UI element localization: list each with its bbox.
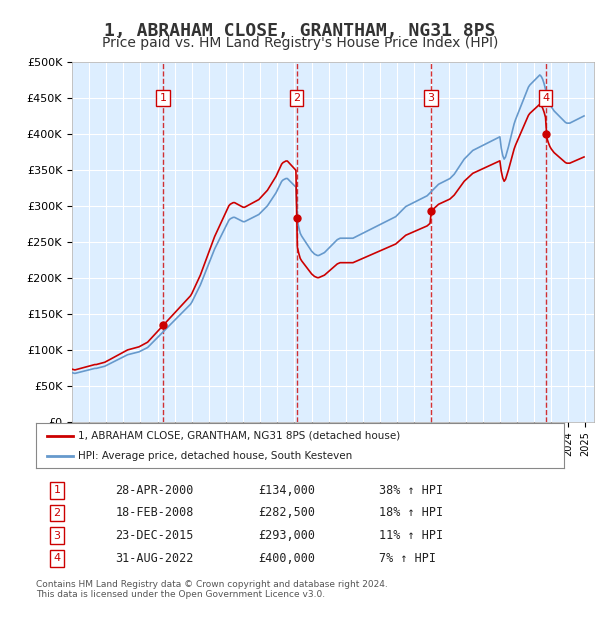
Text: 18-FEB-2008: 18-FEB-2008 [115,507,194,520]
Text: 3: 3 [53,531,61,541]
Text: £293,000: £293,000 [258,529,315,542]
Text: 1: 1 [160,93,167,103]
Text: 11% ↑ HPI: 11% ↑ HPI [379,529,443,542]
Text: £134,000: £134,000 [258,484,315,497]
Text: 28-APR-2000: 28-APR-2000 [115,484,194,497]
Text: £282,500: £282,500 [258,507,315,520]
Text: 31-AUG-2022: 31-AUG-2022 [115,552,194,565]
Text: Contains HM Land Registry data © Crown copyright and database right 2024.
This d: Contains HM Land Registry data © Crown c… [36,580,388,599]
Text: 38% ↑ HPI: 38% ↑ HPI [379,484,443,497]
Text: 7% ↑ HPI: 7% ↑ HPI [379,552,436,565]
Text: 1, ABRAHAM CLOSE, GRANTHAM, NG31 8PS: 1, ABRAHAM CLOSE, GRANTHAM, NG31 8PS [104,22,496,40]
Text: 1, ABRAHAM CLOSE, GRANTHAM, NG31 8PS (detached house): 1, ABRAHAM CLOSE, GRANTHAM, NG31 8PS (de… [78,431,400,441]
Text: 2: 2 [293,93,300,103]
Text: 4: 4 [542,93,549,103]
Text: 4: 4 [53,554,61,564]
Text: Price paid vs. HM Land Registry's House Price Index (HPI): Price paid vs. HM Land Registry's House … [102,36,498,50]
Text: £400,000: £400,000 [258,552,315,565]
Text: 2: 2 [53,508,61,518]
Text: 1: 1 [53,485,61,495]
Text: 3: 3 [428,93,434,103]
Text: HPI: Average price, detached house, South Kesteven: HPI: Average price, detached house, Sout… [78,451,352,461]
Text: 18% ↑ HPI: 18% ↑ HPI [379,507,443,520]
Text: 23-DEC-2015: 23-DEC-2015 [115,529,194,542]
